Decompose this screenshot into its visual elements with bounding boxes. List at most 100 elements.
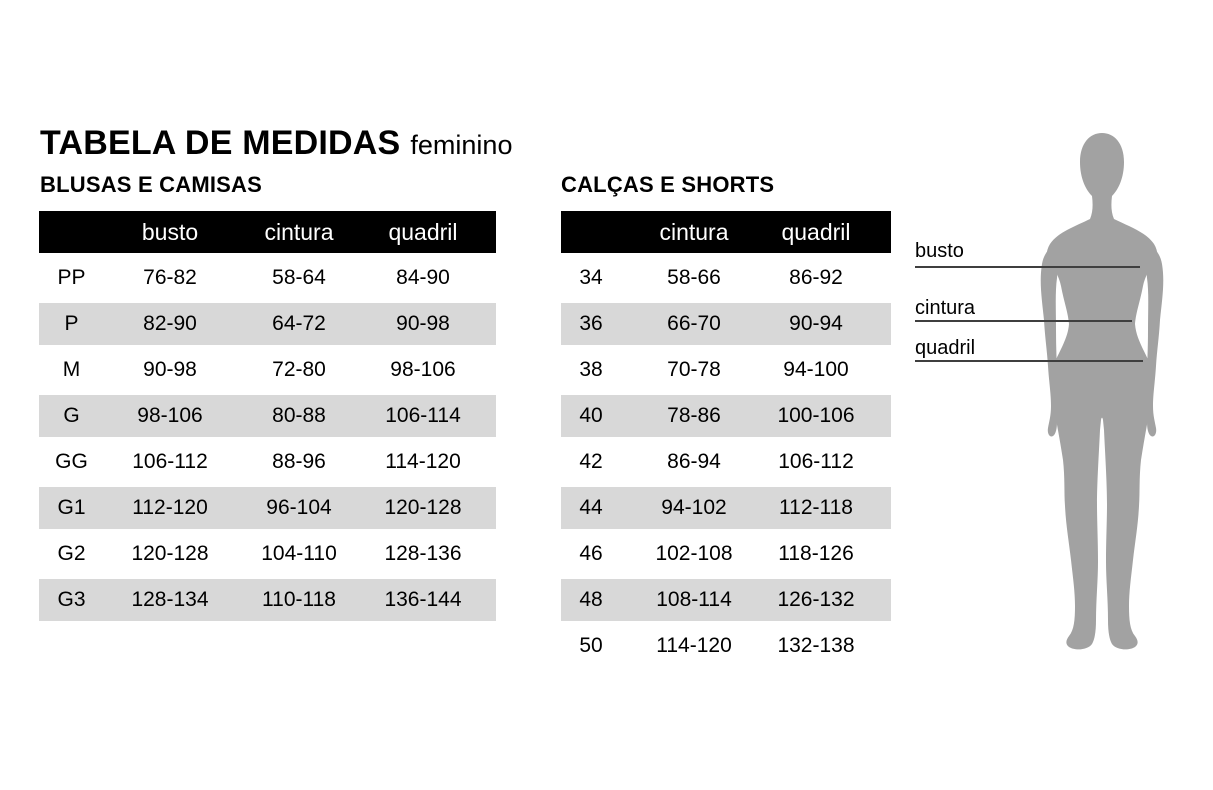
- blusas-header-empty: [39, 211, 104, 253]
- female-silhouette-figure: [1002, 130, 1202, 654]
- table-row: 48 108-114 126-132: [561, 579, 891, 621]
- blusas-header-busto: busto: [104, 211, 236, 253]
- quadril-cell: 132-138: [777, 634, 855, 657]
- measure-line-quadril: [915, 360, 1143, 362]
- size-cell: 44: [561, 487, 621, 529]
- table-row: 42 86-94 106-112: [561, 441, 891, 483]
- cintura-cell: 108-114: [621, 579, 767, 621]
- table-row: 44 94-102 112-118: [561, 487, 891, 529]
- calcas-header-row: cintura quadril: [561, 211, 891, 253]
- size-cell: M: [62, 358, 81, 381]
- measure-line-cintura: [915, 320, 1132, 322]
- quadril-cell: 106-112: [778, 450, 854, 473]
- quadril-cell: 90-98: [362, 303, 496, 345]
- table-row: G1 112-120 96-104 120-128: [39, 487, 496, 529]
- cintura-cell: 94-102: [621, 487, 767, 529]
- quadril-cell: 126-132: [767, 579, 891, 621]
- size-cell: 48: [561, 579, 621, 621]
- calcas-header-cintura: cintura: [621, 211, 767, 253]
- quadril-cell: 84-90: [396, 266, 450, 289]
- quadril-cell: 120-128: [362, 487, 496, 529]
- table-row: M 90-98 72-80 98-106: [39, 349, 496, 391]
- size-cell: 46: [579, 542, 603, 565]
- quadril-cell: 118-126: [778, 542, 854, 565]
- table-row: 38 70-78 94-100: [561, 349, 891, 391]
- section-title-blusas: BLUSAS E CAMISAS: [40, 172, 262, 197]
- cintura-cell: 80-88: [236, 395, 362, 437]
- quadril-cell: 98-106: [390, 358, 456, 381]
- size-cell: PP: [57, 266, 86, 289]
- table-row: PP 76-82 58-64 84-90: [39, 257, 496, 299]
- cintura-cell: 110-118: [236, 579, 362, 621]
- table-row: 46 102-108 118-126: [561, 533, 891, 575]
- busto-cell: 98-106: [104, 395, 236, 437]
- cintura-cell: 78-86: [621, 395, 767, 437]
- page-title-main: TABELA DE MEDIDAS: [40, 124, 401, 162]
- cintura-cell: 66-70: [621, 303, 767, 345]
- table-row: P 82-90 64-72 90-98: [39, 303, 496, 345]
- size-cell: G: [39, 395, 104, 437]
- measure-label-busto: busto: [915, 240, 964, 262]
- table-row: 40 78-86 100-106: [561, 395, 891, 437]
- calcas-header-empty: [561, 211, 621, 253]
- calcas-table: cintura quadril 34 58-66 86-92 36 66-70 90-9…: [561, 207, 891, 671]
- quadril-cell: 128-136: [384, 542, 462, 565]
- table-row: G3 128-134 110-118 136-144: [39, 579, 496, 621]
- measure-label-quadril: quadril: [915, 337, 976, 359]
- page-title-gender: feminino: [410, 130, 513, 160]
- busto-cell: 90-98: [143, 358, 197, 381]
- table-row: G 98-106 80-88 106-114: [39, 395, 496, 437]
- table-row: 36 66-70 90-94: [561, 303, 891, 345]
- busto-cell: 112-120: [104, 487, 236, 529]
- size-cell: GG: [55, 450, 88, 473]
- size-cell: 40: [561, 395, 621, 437]
- cintura-cell: 64-72: [236, 303, 362, 345]
- blusas-header-row: busto cintura quadril: [39, 211, 496, 253]
- quadril-cell: 100-106: [767, 395, 891, 437]
- quadril-cell: 112-118: [767, 487, 891, 529]
- table-row: 34 58-66 86-92: [561, 257, 891, 299]
- quadril-cell: 90-94: [767, 303, 891, 345]
- busto-cell: 120-128: [131, 542, 209, 565]
- cintura-cell: 58-66: [667, 266, 721, 289]
- busto-cell: 106-112: [132, 450, 208, 473]
- cintura-cell: 88-96: [272, 450, 326, 473]
- measure-line-busto: [915, 266, 1140, 268]
- busto-cell: 82-90: [104, 303, 236, 345]
- cintura-cell: 70-78: [667, 358, 721, 381]
- quadril-cell: 94-100: [783, 358, 849, 381]
- page-title: TABELA DE MEDIDAS feminino: [40, 124, 512, 163]
- size-cell: G1: [39, 487, 104, 529]
- size-cell: 36: [561, 303, 621, 345]
- cintura-cell: 86-94: [667, 450, 721, 473]
- quadril-cell: 114-120: [385, 450, 461, 473]
- female-body-icon: [1040, 133, 1164, 650]
- size-cell: 50: [579, 634, 603, 657]
- cintura-cell: 114-120: [656, 634, 732, 657]
- blusas-header-cintura: cintura: [236, 211, 362, 253]
- table-row: G2 120-128 104-110 128-136: [39, 533, 496, 575]
- cintura-cell: 102-108: [655, 542, 733, 565]
- quadril-cell: 86-92: [789, 266, 843, 289]
- cintura-cell: 72-80: [272, 358, 326, 381]
- quadril-cell: 106-114: [362, 395, 496, 437]
- quadril-cell: 136-144: [362, 579, 496, 621]
- size-cell: 42: [579, 450, 603, 473]
- busto-cell: 76-82: [143, 266, 197, 289]
- section-title-calcas: CALÇAS E SHORTS: [561, 172, 775, 197]
- busto-cell: 128-134: [104, 579, 236, 621]
- size-cell: G2: [57, 542, 86, 565]
- cintura-cell: 96-104: [236, 487, 362, 529]
- measure-label-cintura: cintura: [915, 297, 976, 319]
- table-row: 50 114-120 132-138: [561, 625, 891, 667]
- cintura-cell: 104-110: [261, 542, 337, 565]
- blusas-table: busto cintura quadril PP 76-82 58-64 84-90 …: [39, 207, 496, 625]
- table-row: GG 106-112 88-96 114-120: [39, 441, 496, 483]
- size-cell: G3: [39, 579, 104, 621]
- size-cell: 38: [579, 358, 603, 381]
- calcas-header-quadril: quadril: [767, 211, 891, 253]
- cintura-cell: 58-64: [272, 266, 326, 289]
- size-cell: 34: [579, 266, 603, 289]
- blusas-header-quadril: quadril: [362, 211, 496, 253]
- size-cell: P: [39, 303, 104, 345]
